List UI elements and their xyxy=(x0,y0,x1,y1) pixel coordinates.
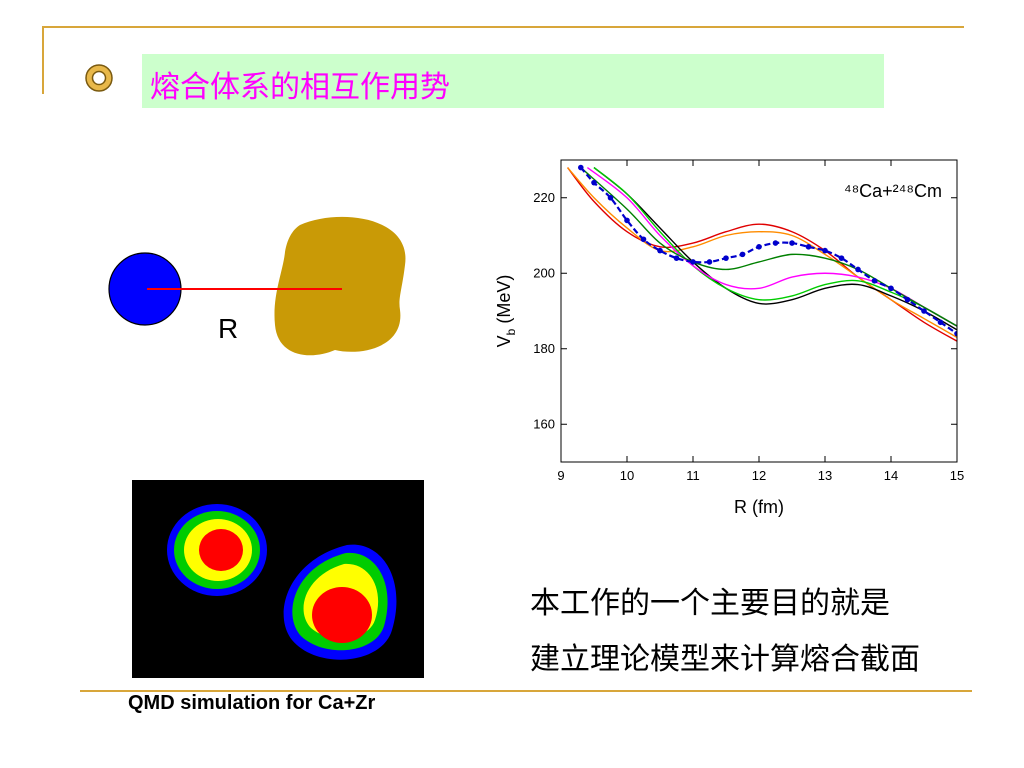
y-axis-ticks: 160 180 200 220 xyxy=(533,190,957,431)
plot-lines xyxy=(567,164,957,342)
note-line-1: 本工作的一个主要目的就是 xyxy=(530,586,890,621)
y-tick-label: 200 xyxy=(533,265,555,280)
series-marker xyxy=(607,194,614,201)
y-axis-label: Vb (MeV) xyxy=(494,275,518,348)
series-line-1 xyxy=(567,167,957,339)
series-marker xyxy=(888,285,894,292)
separation-label: R xyxy=(218,313,238,344)
plot-frame xyxy=(560,159,958,463)
series-marker xyxy=(640,236,647,243)
large-nucleus-blob xyxy=(283,544,397,660)
bottom-rule xyxy=(80,690,972,692)
target-nucleus xyxy=(274,216,406,356)
x-tick-label: 13 xyxy=(818,468,832,483)
reaction-annotation: ⁴⁸Ca+²⁴⁸Cm xyxy=(844,181,942,201)
series-marker xyxy=(822,247,828,254)
note-line-2: 建立理论模型来计算熔合截面 xyxy=(530,642,920,677)
series-marker xyxy=(690,259,696,265)
x-axis-ticks: 9 10 11 12 13 14 15 xyxy=(557,160,964,483)
series-line-3 xyxy=(593,167,957,327)
x-tick-label: 9 xyxy=(557,468,564,483)
x-tick-label: 14 xyxy=(884,468,898,483)
x-tick-label: 12 xyxy=(752,468,766,483)
x-tick-label: 15 xyxy=(950,468,964,483)
series-marker xyxy=(954,330,957,337)
series-marker xyxy=(805,244,812,250)
series-marker xyxy=(706,259,713,265)
barrier-chart: 9 10 11 12 13 14 15 160 180 200 220 R (fm) Vb (Me… xyxy=(494,159,964,517)
series-marker xyxy=(921,308,927,314)
series-marker xyxy=(855,266,861,273)
qmd-caption: QMD simulation for Ca+Zr xyxy=(128,692,376,714)
series-marker xyxy=(723,255,729,261)
series-marker xyxy=(937,319,944,326)
x-tick-label: 11 xyxy=(686,468,700,483)
nuclei-diagram: R xyxy=(108,216,406,356)
y-tick-label: 220 xyxy=(533,190,555,205)
y-tick-label: 160 xyxy=(533,416,555,431)
qmd-simulation-image xyxy=(132,480,424,678)
page-title: 熔合体系的相互作用势 xyxy=(150,70,450,105)
series-marker xyxy=(578,164,584,171)
y-tick-label: 180 xyxy=(533,341,555,356)
title-banner xyxy=(142,54,884,108)
series-marker xyxy=(739,251,746,258)
series-line-2 xyxy=(593,167,957,331)
series-marker xyxy=(772,240,779,246)
x-axis-label: R (fm) xyxy=(734,497,784,517)
x-tick-label: 10 xyxy=(620,468,634,483)
series-marker xyxy=(591,179,597,186)
series-line-5 xyxy=(580,167,957,327)
series-marker xyxy=(904,296,911,303)
ring-bullet-icon xyxy=(85,64,113,92)
series-marker xyxy=(871,278,878,284)
series-marker xyxy=(624,217,630,224)
series-marker xyxy=(673,255,680,261)
series-marker xyxy=(756,244,762,250)
series-marker xyxy=(789,240,795,246)
left-rule xyxy=(42,26,44,94)
series-marker xyxy=(838,255,845,261)
series-marker xyxy=(657,247,663,254)
top-rule xyxy=(42,26,964,28)
small-nucleus-blob xyxy=(167,504,267,596)
